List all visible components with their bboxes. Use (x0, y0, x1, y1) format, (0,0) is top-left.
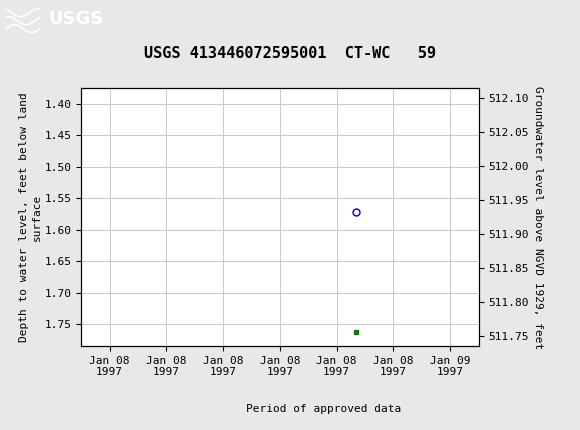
Text: USGS 413446072595001  CT-WC   59: USGS 413446072595001 CT-WC 59 (144, 46, 436, 61)
Text: USGS: USGS (48, 10, 103, 28)
Text: Period of approved data: Period of approved data (246, 403, 402, 414)
Y-axis label: Depth to water level, feet below land
surface: Depth to water level, feet below land su… (19, 92, 42, 342)
Y-axis label: Groundwater level above NGVD 1929, feet: Groundwater level above NGVD 1929, feet (533, 86, 543, 349)
